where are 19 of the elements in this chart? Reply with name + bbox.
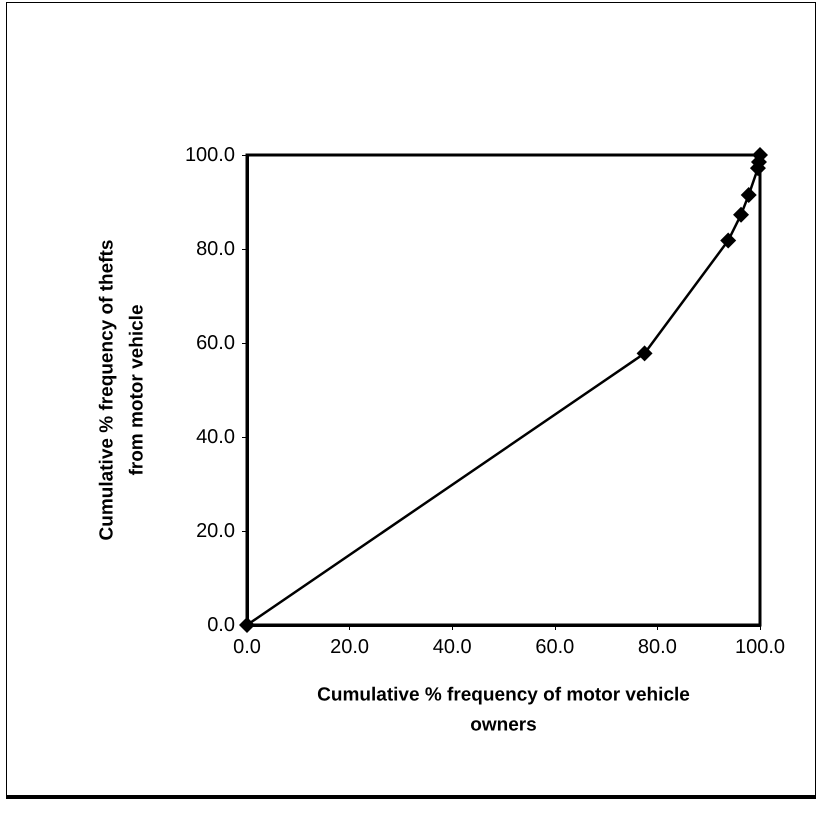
x-tick-label: 0.0 (233, 636, 261, 658)
y-tick-label: 80.0 (196, 238, 235, 260)
point (733, 206, 750, 223)
x-tick-label: 80.0 (638, 636, 677, 658)
y-tick-label: 60.0 (196, 332, 235, 354)
x-tick-label: 40.0 (432, 636, 472, 658)
y-tick-label: 40.0 (196, 426, 235, 448)
y-tick-label: 20.0 (196, 520, 235, 542)
x-tick-label: 100.0 (734, 636, 786, 658)
x-tick-label: 20.0 (330, 636, 370, 658)
y-axis-title: Cumulative % frequency of thefts from motor vehicle (96, 240, 148, 540)
point (239, 617, 255, 633)
y-tick-label: 0.0 (207, 614, 235, 636)
point (636, 345, 653, 362)
y-tick-label: 100.0 (184, 144, 235, 166)
x-axis-title: Cumulative % frequency of motor vehicle owners (317, 684, 690, 736)
x-tick-label: 60.0 (535, 636, 574, 658)
point (740, 186, 757, 203)
point (720, 232, 736, 249)
